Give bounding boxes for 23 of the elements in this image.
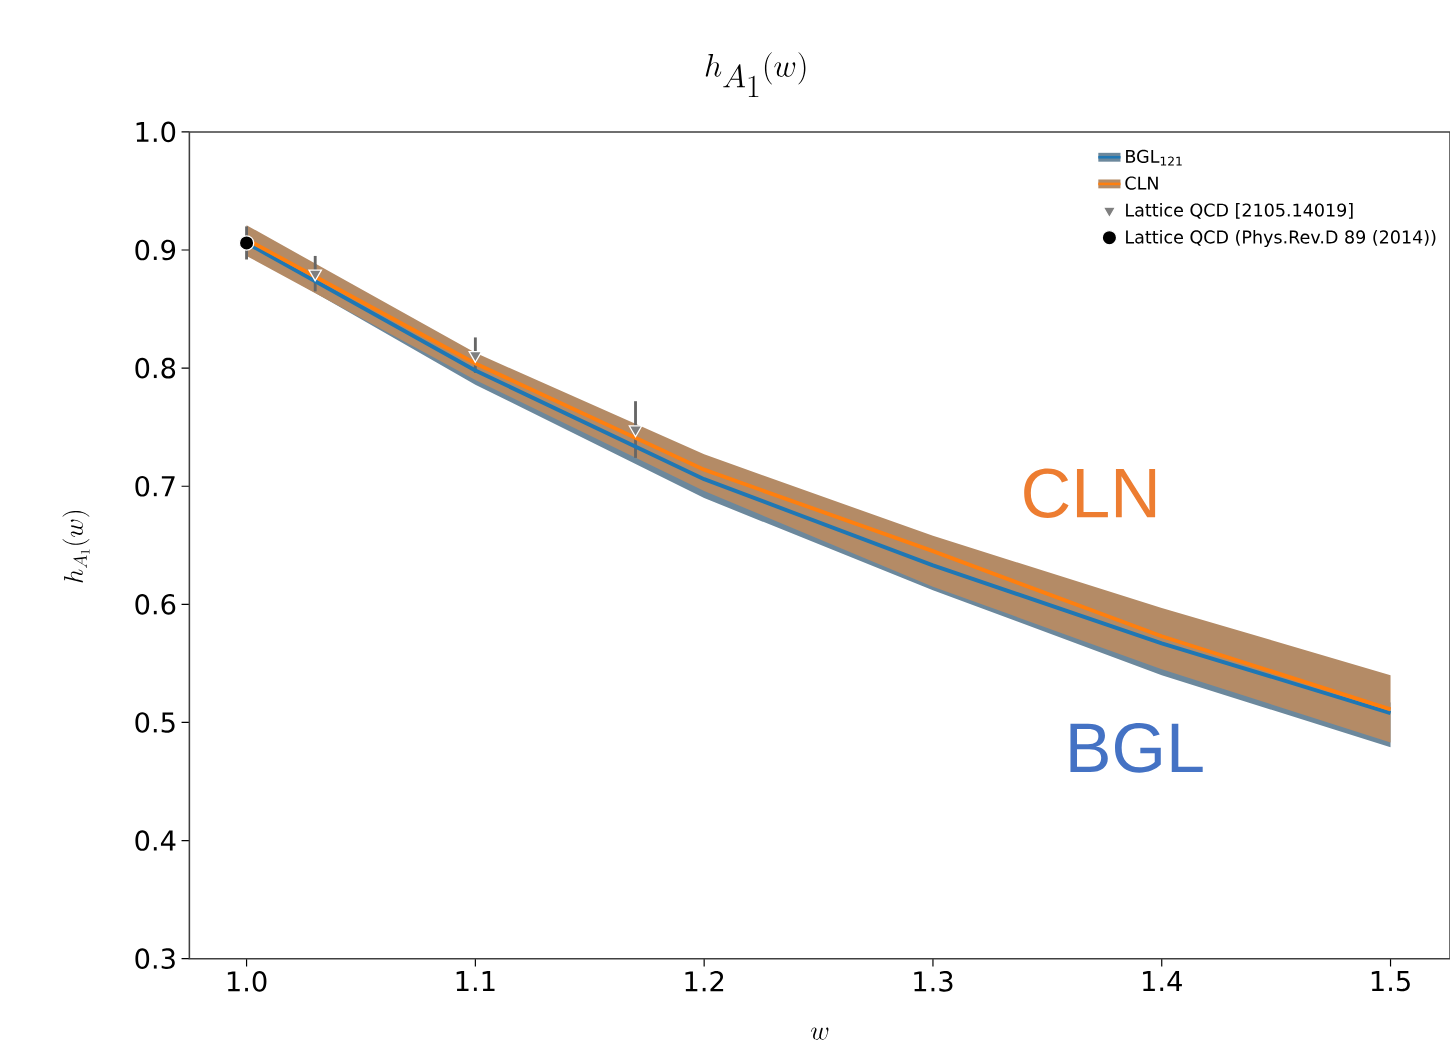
x-tick-label: 1.3 (914, 970, 953, 992)
chart-title: $h_{A_1}(w)$ (705, 51, 806, 97)
y-tick-label: 0.9 (135, 239, 176, 261)
y-tick-label: 1.0 (136, 121, 176, 143)
x-tick-label: 1.0 (227, 970, 267, 992)
x-axis-title: $w$ (810, 1027, 829, 1040)
y-tick-label: 0.5 (135, 711, 175, 733)
y-tick-label: 0.3 (135, 948, 175, 969)
y-tick-label: 0.8 (135, 357, 176, 379)
annotation: CLN (1024, 468, 1156, 518)
y-tick-label: 0.6 (135, 593, 176, 615)
y-tick-label: 0.4 (135, 830, 176, 851)
legend-label: Lattice QCD (Phys.Rev.D 89 (2014)) (1126, 229, 1436, 247)
x-tick-label: 1.1 (456, 970, 495, 991)
x-tick-label: 1.2 (685, 970, 724, 992)
legend-label: Lattice QCD [2105.14019] (1126, 202, 1353, 219)
legend-label: CLN (1125, 176, 1158, 190)
y-axis-title: $h_{A_1}(w)$ (62, 510, 90, 583)
x-tick-label: 1.5 (1371, 970, 1410, 992)
annotation: BGL (1070, 722, 1203, 773)
legend-label: BGL$_{121}$ (1126, 149, 1182, 166)
x-tick-label: 1.4 (1143, 970, 1182, 991)
y-tick-label: 0.7 (135, 475, 175, 497)
